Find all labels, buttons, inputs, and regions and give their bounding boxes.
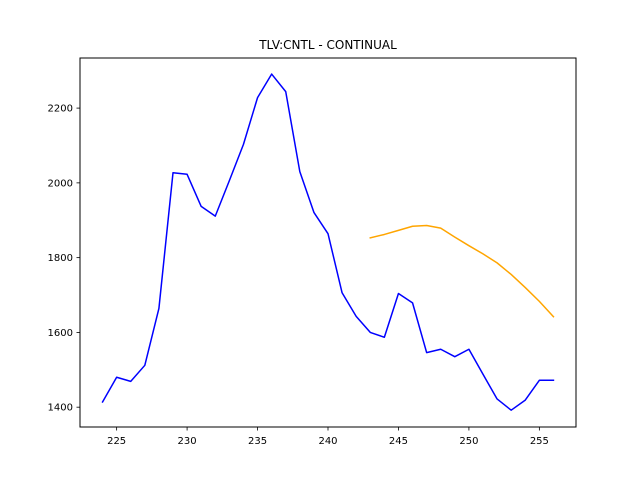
chart-title: TLV:CNTL - CONTINUAL — [258, 38, 397, 52]
y-tick-label: 1800 — [48, 253, 73, 264]
x-tick-label: 230 — [178, 436, 197, 447]
y-tick-label: 2200 — [48, 104, 73, 115]
x-tick-label: 245 — [389, 436, 408, 447]
x-tick-label: 255 — [530, 436, 549, 447]
x-tick-label: 235 — [248, 436, 267, 447]
x-tick-label: 225 — [107, 436, 126, 447]
y-axis: 1400 1600 1800 2000 2200 — [48, 104, 80, 414]
y-tick-label: 1600 — [48, 328, 73, 339]
x-tick-label: 240 — [318, 436, 337, 447]
series-layer — [101, 73, 555, 411]
x-axis: 225 230 235 240 245 250 255 — [107, 427, 549, 447]
x-tick-label: 250 — [459, 436, 478, 447]
y-tick-label: 2000 — [48, 178, 73, 189]
series-line-1 — [369, 224, 555, 318]
y-tick-label: 1400 — [48, 403, 73, 414]
series-line-0 — [101, 73, 555, 411]
